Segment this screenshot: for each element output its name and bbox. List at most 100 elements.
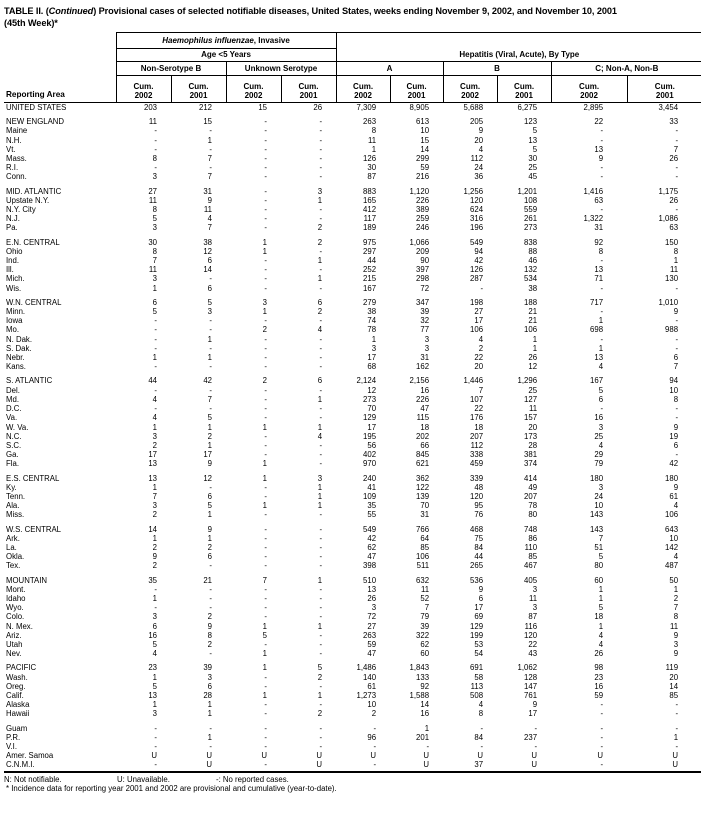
reporting-area-cell: Upstate N.Y. bbox=[6, 195, 50, 205]
value-cell: 30 bbox=[528, 154, 538, 164]
value-cell: 90 bbox=[420, 256, 430, 266]
value-cell: 212 bbox=[198, 103, 212, 112]
value-cell: 1 bbox=[424, 723, 430, 733]
table-row: Hawaii 3 1 - 2 2 16 8 17 - - bbox=[4, 709, 701, 718]
value-cell: 8 bbox=[152, 246, 157, 256]
value-cell: 17 bbox=[367, 353, 377, 363]
value-cell: - bbox=[336, 760, 391, 773]
value-cell: 1 bbox=[532, 343, 538, 353]
value-cell: 263 bbox=[363, 117, 377, 127]
reporting-area-cell: Fla. bbox=[6, 459, 19, 469]
value-cell: 624 bbox=[470, 205, 484, 215]
value-cell: 6 bbox=[207, 256, 212, 266]
value-cell: 117 bbox=[363, 214, 377, 224]
value-cell: 1 bbox=[262, 246, 267, 256]
value-cell: 6 bbox=[317, 376, 323, 386]
value-cell: 2 bbox=[262, 376, 267, 386]
value-cell: 2 bbox=[317, 672, 323, 682]
value-cell: 4 bbox=[673, 501, 679, 511]
value-cell: 96 bbox=[367, 732, 377, 742]
value-cell: 173 bbox=[524, 431, 538, 441]
footnote-legend: N: Not notifiable. U: Unavailable. -: No r… bbox=[4, 775, 699, 785]
value-cell: - bbox=[551, 760, 628, 773]
page: TABLE II. (Continued) Provisional cases … bbox=[4, 6, 701, 793]
value-cell: 126 bbox=[363, 154, 377, 164]
value-cell: 975 bbox=[363, 237, 377, 247]
value-cell: U bbox=[316, 751, 323, 761]
value-cell: - bbox=[154, 163, 157, 173]
value-cell: 128 bbox=[524, 672, 538, 682]
value-cell: 41 bbox=[367, 482, 377, 492]
value-cell: 1 bbox=[152, 593, 157, 603]
value-cell: - bbox=[319, 440, 323, 450]
value-cell: - bbox=[264, 584, 267, 594]
value-cell: - bbox=[209, 325, 212, 335]
value-cell: 201 bbox=[416, 732, 430, 742]
value-cell: 3 bbox=[424, 334, 430, 344]
value-cell: - bbox=[319, 524, 323, 534]
value-cell: 13 bbox=[594, 353, 604, 363]
value-cell: 316 bbox=[470, 214, 484, 224]
value-cell: 120 bbox=[470, 491, 484, 501]
reporting-area-cell: D.C. bbox=[6, 404, 22, 414]
value-cell: 4 bbox=[598, 630, 604, 640]
value-cell: - bbox=[154, 343, 157, 353]
value-cell: 549 bbox=[363, 524, 377, 534]
value-cell: - bbox=[675, 413, 679, 423]
value-cell: 12 bbox=[528, 362, 538, 372]
reporting-area-cell: Ariz. bbox=[6, 630, 22, 640]
value-cell: 25 bbox=[594, 431, 604, 441]
value-cell: - bbox=[264, 283, 267, 293]
value-cell: 33 bbox=[669, 117, 679, 127]
value-cell: - bbox=[319, 649, 323, 659]
value-cell: U bbox=[390, 760, 444, 773]
value-cell: 130 bbox=[665, 274, 679, 284]
value-cell: 13 bbox=[594, 265, 604, 275]
value-cell: 838 bbox=[524, 237, 538, 247]
value-cell: - bbox=[319, 459, 323, 469]
value-cell: 70 bbox=[367, 404, 377, 414]
value-cell: 10 bbox=[669, 385, 679, 395]
value-cell: 1 bbox=[673, 256, 679, 266]
value-cell: - bbox=[319, 144, 323, 154]
value-cell: 970 bbox=[363, 459, 377, 469]
reporting-area-cell: W. Va. bbox=[6, 422, 29, 432]
table-row: Wyo. - - - - 3 7 17 3 5 7 bbox=[4, 603, 701, 612]
value-cell: 10 bbox=[367, 700, 377, 710]
table-row: N. Mex. 6 9 1 1 27 39 129 116 1 11 bbox=[4, 622, 701, 631]
value-cell: 195 bbox=[363, 431, 377, 441]
reporting-area-cell: Minn. bbox=[6, 307, 26, 317]
value-cell: - bbox=[319, 135, 323, 145]
reporting-area-cell: Md. bbox=[6, 394, 19, 404]
value-cell: 115 bbox=[416, 413, 430, 423]
value-cell: 14 bbox=[420, 144, 430, 154]
value-cell: 112 bbox=[470, 440, 484, 450]
table-row: Mont. - - - -13 11 9 3 1 1 bbox=[4, 585, 701, 594]
cum-year-header: Cum. 2002 bbox=[335, 75, 391, 103]
value-cell: - bbox=[154, 126, 157, 136]
value-cell: 119 bbox=[665, 663, 679, 673]
value-cell: - bbox=[264, 709, 267, 719]
value-cell: 8 bbox=[152, 154, 157, 164]
value-cell: - bbox=[264, 362, 267, 372]
value-cell: 748 bbox=[524, 524, 538, 534]
value-cell: 16 bbox=[420, 709, 430, 719]
value-cell: 120 bbox=[524, 630, 538, 640]
value-cell: 4 bbox=[478, 700, 484, 710]
value-cell: - bbox=[319, 172, 323, 182]
value-cell: 112 bbox=[470, 154, 484, 164]
value-cell: 883 bbox=[363, 186, 377, 196]
reporting-area-cell: E.N. CENTRAL bbox=[6, 237, 60, 247]
value-cell: 22 bbox=[594, 117, 604, 127]
reporting-area-cell: S. ATLANTIC bbox=[6, 376, 53, 386]
value-cell: 180 bbox=[665, 473, 679, 483]
value-cell: 17 bbox=[203, 450, 212, 460]
value-cell: 9 bbox=[673, 630, 679, 640]
value-cell: - bbox=[264, 135, 267, 145]
value-cell: - bbox=[154, 742, 157, 751]
reporting-area-cell: Ky. bbox=[6, 482, 17, 492]
value-cell: 29 bbox=[594, 450, 604, 460]
value-cell: - bbox=[154, 316, 157, 326]
value-cell: 467 bbox=[524, 561, 538, 571]
value-cell: - bbox=[264, 524, 267, 534]
